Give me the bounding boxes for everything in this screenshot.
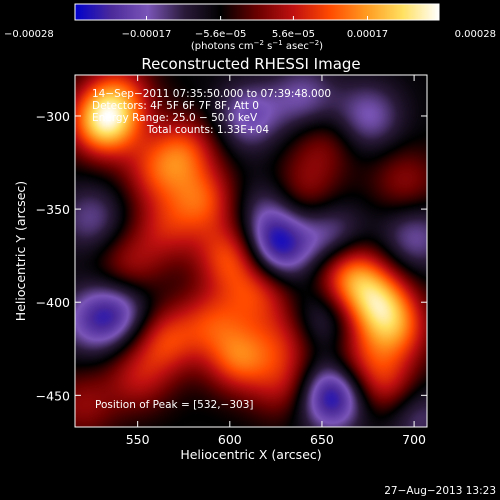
colorbar-tick-label: 0.00028 [455, 29, 496, 40]
x-axis-label: Heliocentric X (arcsec) [180, 447, 321, 462]
colorbar-tick-label: 0.00017 [347, 29, 388, 40]
colorbar-gradient [74, 3, 440, 21]
annotation-peak-position: Position of Peak = [532,−303] [95, 399, 254, 411]
colorbar-unit-label: (photons cm−2 s−1 asec−2) [191, 39, 323, 52]
colorbar-tick-label: −0.00017 [122, 29, 172, 40]
colorbar-tick-label: 5.6e−05 [272, 29, 315, 40]
colorbar-tick-label: −5.6e−05 [195, 29, 247, 40]
footer-timestamp: 27−Aug−2013 13:23 [384, 485, 496, 497]
y-tick-label: −400 [36, 295, 70, 310]
y-tick-label: −450 [36, 388, 70, 403]
annotation-total-counts: Total counts: 1.33E+04 [146, 124, 269, 136]
x-tick-label: 550 [126, 432, 150, 447]
annotation-time-range: 14−Sep−2011 07:35:50.000 to 07:39:48.000 [92, 88, 331, 100]
y-tick-label: −350 [36, 202, 70, 217]
colorbar-ticks: −0.00028 −0.00017 −5.6e−05 5.6e−05 0.00017 0.… [4, 16, 496, 40]
x-tick-label: 600 [218, 432, 242, 447]
heatmap-image [75, 75, 427, 427]
annotation-detectors: Detectors: 4F 5F 6F 7F 8F, Att 0 [92, 100, 259, 112]
y-axis-label: Heliocentric Y (arcsec) [13, 181, 28, 321]
annotations: 14−Sep−2011 07:35:50.000 to 07:39:48.000… [92, 88, 331, 411]
x-tick-label: 700 [402, 432, 426, 447]
colorbar: −0.00028 −0.00017 −5.6e−05 5.6e−05 0.00017 0.… [4, 3, 496, 52]
axis-ticks: 550 600 650 700 −300 −350 −400 −450 [36, 75, 427, 447]
y-tick-label: −300 [36, 109, 70, 124]
chart-title: Reconstructed RHESSI Image [141, 55, 360, 73]
annotation-energy-range: Energy Range: 25.0 − 50.0 keV [92, 112, 258, 124]
colorbar-tick-label: −0.00028 [4, 29, 54, 40]
x-tick-label: 650 [310, 432, 334, 447]
plot-frame [74, 74, 428, 428]
